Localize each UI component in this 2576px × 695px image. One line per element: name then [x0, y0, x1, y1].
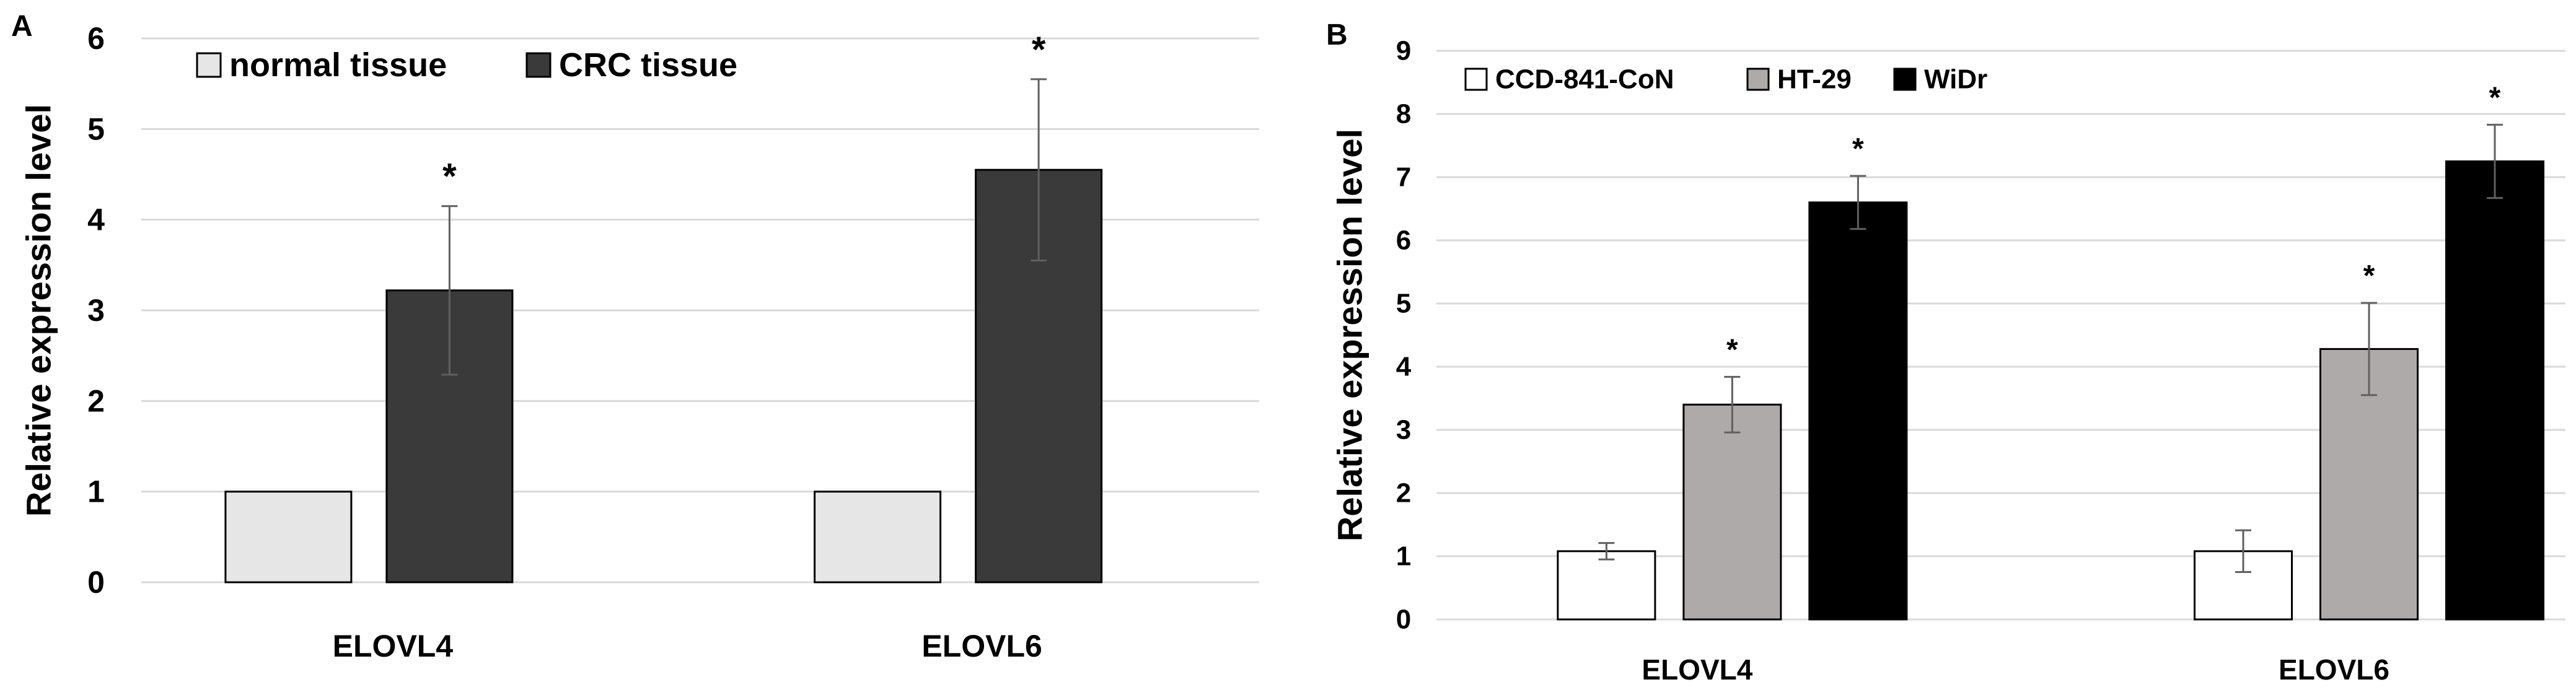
x-category-label: ELOVL4 — [333, 629, 454, 663]
legend-label: CRC tissue — [559, 46, 737, 84]
significance-marker: * — [2363, 260, 2375, 292]
y-tick-label: 0 — [1396, 605, 1411, 635]
significance-marker: * — [1852, 133, 1864, 165]
legend-label: HT-29 — [1777, 64, 1852, 95]
panel-a-letter: A — [11, 10, 33, 43]
y-tick-label: 5 — [1396, 289, 1411, 319]
y-tick-label: 8 — [1396, 99, 1411, 129]
y-tick-label: 5 — [87, 111, 105, 146]
y-tick-label: 4 — [1396, 352, 1412, 382]
panel-a: A 0 1 2 3 4 5 6 Relative expression level * ELOVL… — [11, 10, 1259, 663]
bar — [1682, 403, 1782, 621]
significance-marker: * — [2489, 81, 2501, 114]
legend-label: WiDr — [1924, 64, 1987, 95]
x-category-label: ELOVL6 — [2279, 653, 2389, 686]
y-tick-label: 1 — [1396, 541, 1411, 572]
significance-marker: * — [442, 157, 457, 197]
bar — [814, 491, 942, 584]
bar — [2445, 160, 2544, 621]
y-tick-label: 6 — [87, 21, 105, 56]
y-tick-label: 2 — [1396, 478, 1411, 509]
y-tick-label: 6 — [1396, 225, 1411, 256]
y-tick-label: 9 — [1396, 36, 1411, 66]
x-category-label: ELOVL6 — [921, 629, 1042, 663]
legend-swatch — [1746, 68, 1770, 91]
y-tick-label: 4 — [87, 203, 105, 237]
legend-label: CCD-841-CoN — [1495, 64, 1674, 95]
y-axis-label: Relative expression level — [19, 104, 58, 517]
bar — [224, 491, 353, 584]
significance-marker: * — [1032, 30, 1046, 70]
y-tick-label: 3 — [87, 293, 105, 328]
legend-label: normal tissue — [229, 46, 447, 84]
y-axis-label: Relative expression level — [1330, 129, 1369, 541]
y-tick-label: 3 — [1396, 415, 1411, 445]
significance-marker: * — [1726, 333, 1738, 366]
legend-swatch — [1464, 68, 1488, 91]
y-tick-label: 2 — [87, 383, 105, 418]
panel-b: B 0 1 2 3 4 5 6 7 8 9 Relative expression level * * E… — [1326, 19, 2565, 686]
legend-swatch — [1893, 68, 1917, 91]
panel-b-letter: B — [1326, 19, 1348, 51]
legend-swatch — [525, 52, 552, 78]
y-tick-label: 1 — [87, 474, 105, 509]
bar — [1557, 550, 1656, 621]
y-tick-label: 0 — [87, 565, 105, 600]
bar — [1808, 201, 1908, 621]
legend-swatch — [196, 52, 222, 78]
y-tick-label: 7 — [1396, 162, 1411, 193]
x-category-label: ELOVL4 — [1642, 653, 1752, 686]
